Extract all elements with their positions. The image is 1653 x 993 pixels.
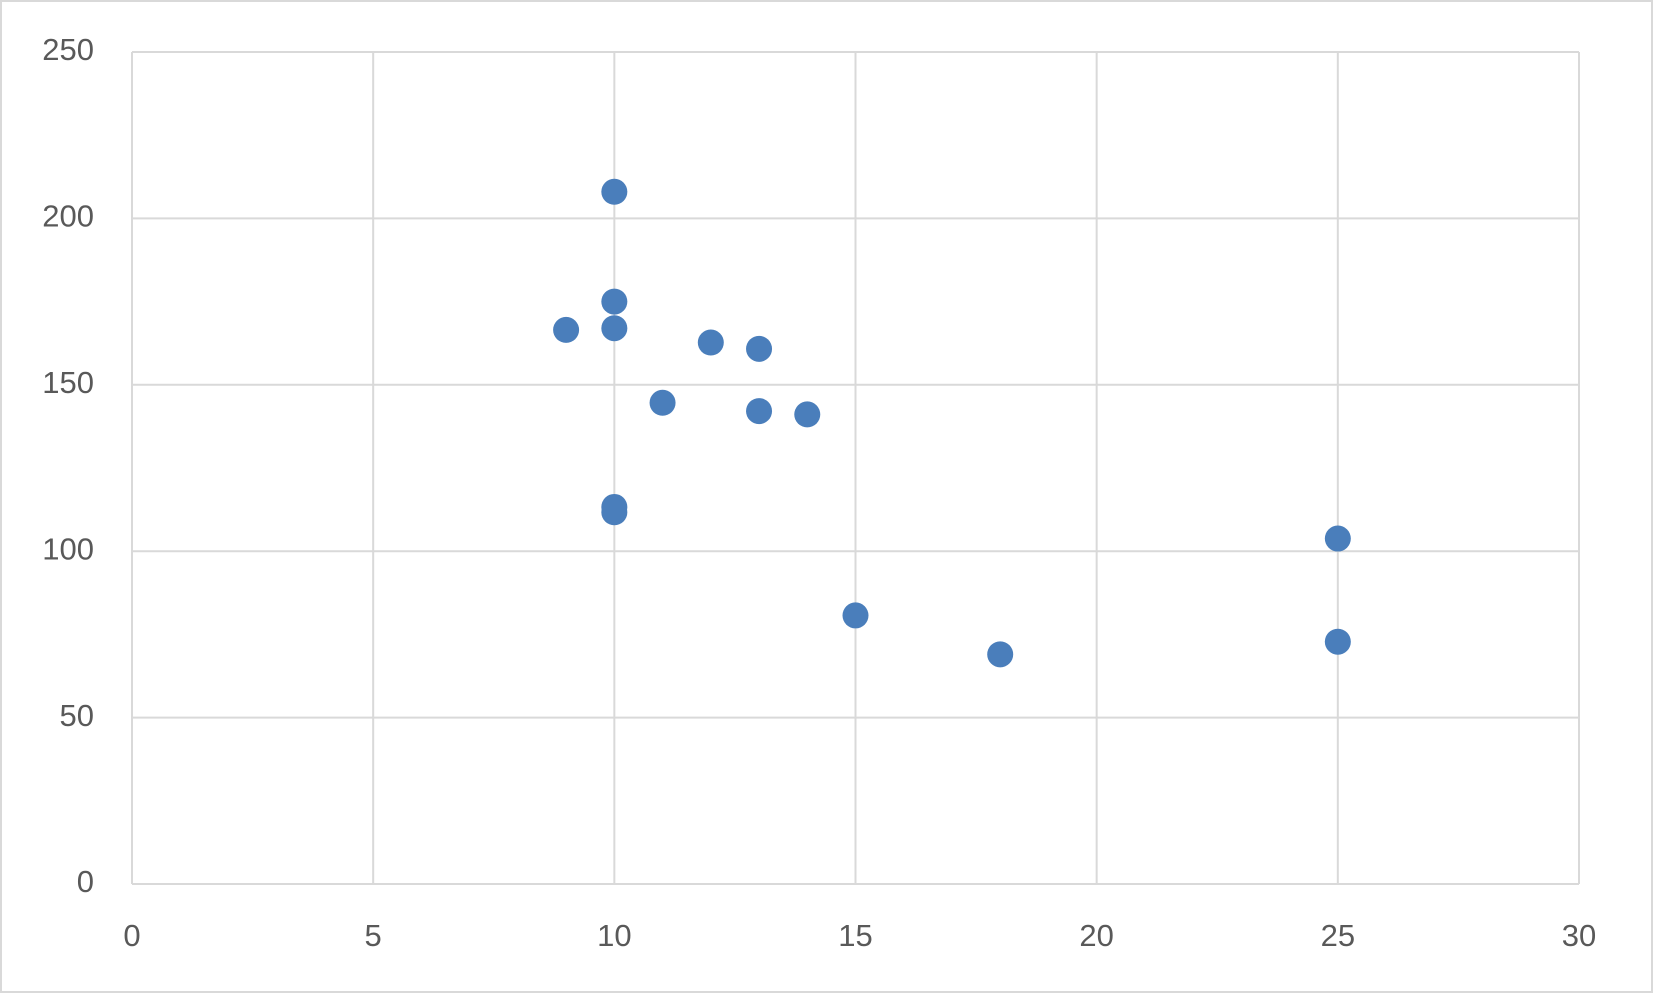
point — [746, 398, 773, 425]
point — [746, 335, 773, 362]
y-tick-label: 200 — [42, 199, 94, 234]
y-tick-label: 250 — [42, 32, 94, 67]
x-tick-label: 30 — [1562, 918, 1596, 953]
x-tick-label: 0 — [123, 918, 140, 953]
y-tick-label: 100 — [42, 531, 94, 566]
point — [601, 288, 628, 315]
x-tick-label: 10 — [597, 918, 631, 953]
point — [601, 178, 628, 205]
point — [697, 329, 724, 356]
point — [1324, 525, 1351, 552]
x-tick-label: 25 — [1321, 918, 1355, 953]
point — [553, 316, 580, 343]
x-tick-label: 15 — [838, 918, 872, 953]
y-tick-label: 150 — [42, 365, 94, 400]
point — [987, 641, 1014, 668]
point — [649, 389, 676, 416]
y-tick-label: 0 — [77, 864, 94, 899]
point — [601, 499, 628, 526]
x-tick-label: 20 — [1079, 918, 1113, 953]
x-tick-label: 5 — [365, 918, 382, 953]
point — [842, 602, 869, 629]
point — [794, 401, 821, 428]
point — [1324, 628, 1351, 655]
point — [601, 315, 628, 342]
y-tick-label: 50 — [60, 698, 94, 733]
